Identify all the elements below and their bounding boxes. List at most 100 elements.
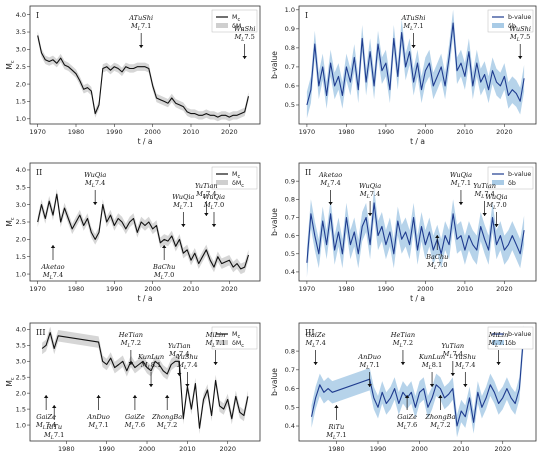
uncertainty-band — [42, 326, 248, 434]
legend-label: δb — [508, 340, 516, 347]
annotation-magnitude: ML7.4 — [195, 190, 216, 200]
annotation-magnitude: ML7.4 — [176, 361, 197, 371]
y-axis-label-group: Mc — [5, 377, 16, 386]
annotation-arrow-head — [334, 405, 339, 408]
panel-label: II — [305, 168, 311, 177]
annotation-arrow-head — [181, 224, 186, 227]
legend-label: δb — [508, 180, 516, 187]
annotation-name: GaiZe — [36, 413, 56, 421]
x-tick-label: 2000 — [144, 128, 161, 136]
plot-frame — [298, 5, 537, 125]
annotation-magnitude: ML7.1 — [87, 421, 108, 431]
series-line — [41, 332, 249, 429]
annotation-arrow-head — [367, 213, 373, 216]
annotation-name: Aketao — [40, 263, 64, 271]
y-axis-label-group: Mc — [5, 60, 16, 69]
chart-panel-mc-II: 1970 1980 1990 2000 2010 2020 1.0 1.5 2.0 2.5 3.0 3… — [5, 162, 261, 303]
y-tick-label: 0.8 — [285, 196, 295, 204]
legend-band-swatch — [216, 23, 228, 28]
uncertainty-band — [311, 324, 524, 438]
legend-label: Mc — [232, 171, 240, 180]
y-tick-label: 2.5 — [16, 373, 26, 381]
annotation-name: HeTian — [118, 331, 143, 339]
annotation-arrow-head — [458, 202, 464, 205]
y-axis-label-group: b-value — [270, 208, 279, 236]
y-tick-label: 1.5 — [16, 253, 26, 261]
annotation-arrow-head — [148, 384, 154, 387]
legend-label: b-value — [508, 14, 531, 21]
series-line — [310, 336, 525, 427]
x-tick-label: 2000 — [144, 285, 161, 293]
annotation-name: BaChu — [425, 253, 448, 261]
annotation-name: WuQia — [172, 193, 194, 201]
y-tick-label: 2.0 — [16, 236, 26, 244]
annotation-arrow-head — [96, 395, 101, 398]
x-tick-label: 1970 — [29, 128, 46, 136]
annotation-name: AnDuo — [357, 353, 381, 361]
y-axis-label-group: Mc — [5, 217, 16, 226]
legend-label: Mc — [232, 331, 240, 340]
panel-label: I — [305, 11, 308, 20]
annotation-name: YuShu — [455, 353, 476, 361]
y-axis-label: Mc — [5, 60, 16, 69]
y-tick-label: 0.8 — [285, 44, 295, 52]
plot-frame — [298, 162, 537, 282]
annotation-name: MiLin — [205, 331, 226, 339]
annotation-arrow-head — [92, 202, 98, 205]
y-axis-label-group: b-value — [270, 368, 279, 396]
chart-panel-b-II: 1970 1980 1990 2000 2010 2020 0.4 0.5 0.6 0.7 0.8 0… — [270, 162, 537, 303]
x-tick-label: 1990 — [378, 285, 395, 293]
annotation-arrow-head — [438, 395, 443, 398]
y-tick-label: 0.5 — [285, 101, 295, 109]
y-tick-label: 4.0 — [16, 326, 26, 334]
annotation-name: ZhongBa — [151, 413, 182, 421]
annotation-arrow-head — [518, 56, 523, 59]
annotation-arrow-head — [50, 245, 56, 248]
plot-frame — [29, 5, 261, 125]
x-axis-label: t / a — [138, 294, 153, 303]
y-tick-label: 1.0 — [16, 421, 26, 429]
series-line — [306, 22, 525, 106]
x-tick-label: 1980 — [68, 285, 85, 293]
annotation-magnitude: ML7.1 — [325, 431, 346, 441]
legend-band-swatch — [216, 180, 228, 185]
annotation-name: WuShi — [509, 25, 531, 33]
annotation-arrow-head — [43, 395, 49, 398]
x-tick-label: 2020 — [221, 128, 238, 136]
x-tick-label: 2010 — [457, 128, 474, 136]
annotation-arrow-head — [52, 405, 57, 408]
annotation-arrow-head — [328, 202, 333, 205]
annotation-magnitude: ML7.1 — [130, 22, 151, 32]
annotation-magnitude: ML7.1 — [450, 179, 471, 189]
annotation-arrow-head — [435, 235, 440, 238]
annotation-magnitude: ML8.1 — [421, 361, 442, 371]
annotation-arrow-head — [463, 384, 468, 387]
annotation-name: WuQia — [203, 193, 225, 201]
y-tick-label: 0.6 — [285, 385, 295, 393]
panel-label: I — [36, 11, 39, 20]
y-axis-label: Mc — [5, 217, 16, 226]
annotation-magnitude: ML7.4 — [473, 190, 494, 200]
annotation-name: WuQia — [359, 182, 381, 190]
annotation-arrow-head — [213, 362, 218, 365]
legend-label: δb — [508, 23, 516, 30]
y-tick-label: 0.7 — [285, 214, 295, 222]
annotation-magnitude: ML7.4 — [359, 190, 380, 200]
annotation-arrow-head — [211, 224, 217, 227]
x-tick-label: 2010 — [453, 445, 470, 453]
y-tick-label: 0.6 — [285, 232, 295, 240]
annotation-magnitude: ML7.4 — [319, 179, 340, 189]
series-line — [37, 35, 250, 118]
